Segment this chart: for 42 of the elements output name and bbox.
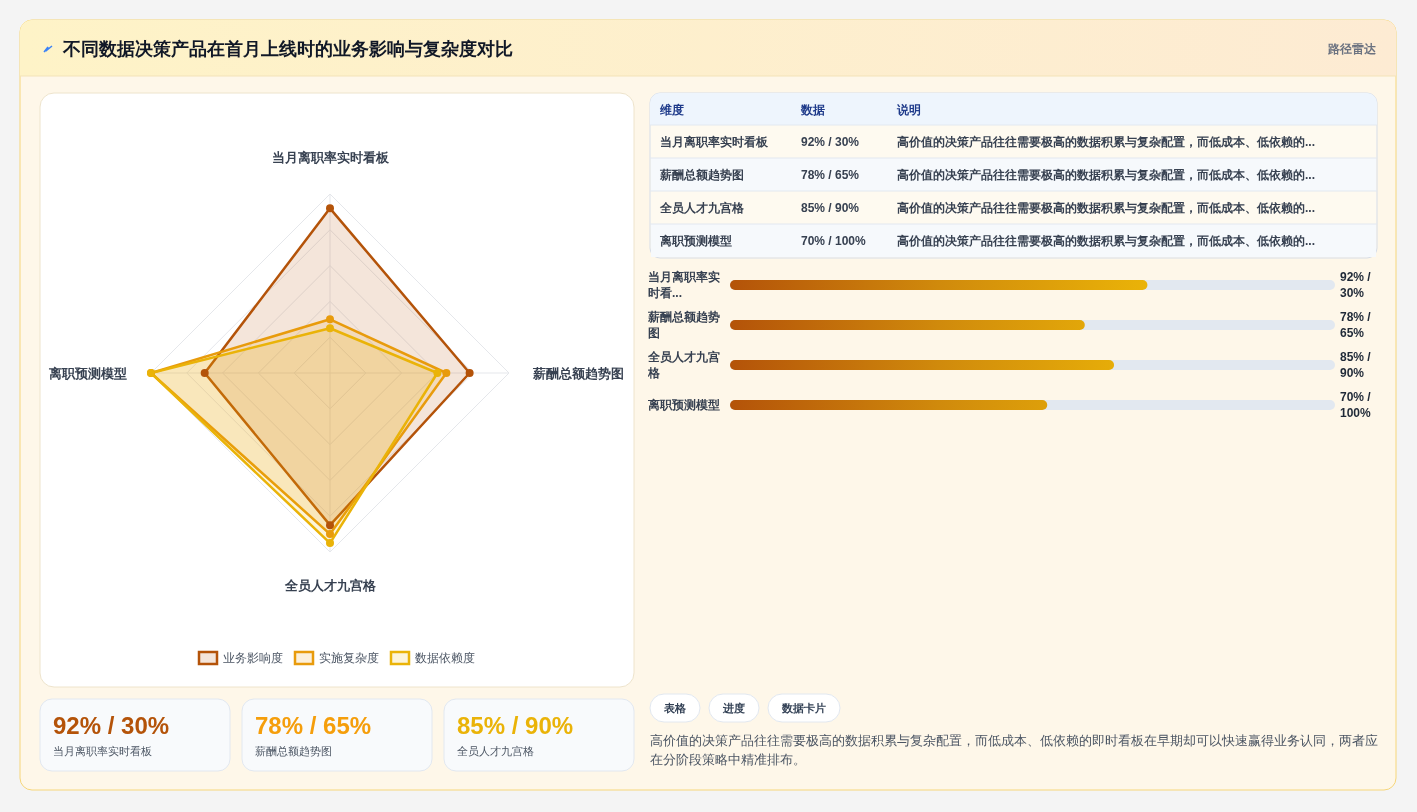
text: 进度 (722, 702, 745, 714)
spoke-label: 全员人才九宫格 (283, 577, 377, 593)
text: 78% / 65% (255, 712, 372, 739)
category-label: 离职预测模型 (659, 234, 732, 248)
text: 维度 (659, 103, 684, 117)
y-tick-label: 薪酬总额趋势图 (648, 309, 721, 342)
text: 不同数据决策产品在首月上线时的业务影响与复杂度对比 (62, 39, 513, 59)
text: 高价值的决策产品往往需要极高的数据积累与复杂配置，而低成本、低依赖的... (897, 234, 1316, 248)
y-tick-label: 全员人才九宫格 (648, 349, 721, 382)
text: 高价值的决策产品往往需要极高的数据积累与复杂配置，而低成本、低依赖的即时看板在早期却可以快速赢得业务认同，两者应在分阶段策略中精准排布。 (650, 733, 1379, 769)
spoke-label: 当月离职率实时看板 (271, 150, 390, 166)
spoke-label: 薪酬总额趋势图 (531, 366, 624, 381)
text: 70% / 100% (1340, 390, 1371, 420)
text: 薪酬总额趋势图 (255, 745, 332, 757)
text: 高价值的决策产品往往需要极高的数据积累与复杂配置，而低成本、低依赖的... (897, 168, 1316, 182)
text: 高价值的决策产品往往需要极高的数据积累与复杂配置，而低成本、低依赖的... (897, 135, 1316, 149)
y-tick-label: 当月离职率实时看... (648, 269, 721, 302)
text: 说明 (896, 103, 921, 117)
text: 70% / 100% (801, 234, 867, 248)
text: 全员人才九宫格 (457, 745, 534, 757)
category-label: 全员人才九宫格 (659, 201, 745, 215)
text: 当月离职率实时看板 (53, 745, 152, 757)
legend-label: 实施复杂度 (319, 651, 379, 665)
text: 78% / 65% (1340, 310, 1371, 340)
y-tick-label: 离职预测模型 (648, 397, 721, 414)
text: 高价值的决策产品往往需要极高的数据积累与复杂配置，而低成本、低依赖的... (897, 201, 1316, 215)
text: 92% / 30% (1340, 270, 1371, 300)
text: 92% / 30% (53, 712, 170, 739)
text: 表格 (663, 702, 687, 714)
text: 85% / 90% (1340, 350, 1371, 380)
legend-label: 数据依赖度 (415, 651, 475, 665)
category-label: 薪酬总额趋势图 (659, 168, 744, 182)
text: 数据 (800, 103, 825, 117)
text: 85% / 90% (457, 712, 574, 739)
category-label: 当月离职率实时看板 (660, 135, 769, 149)
text: 路径雷达 (1327, 42, 1377, 56)
text: 85% / 90% (801, 201, 860, 215)
legend-label: 业务影响度 (223, 651, 283, 665)
text: 92% / 30% (801, 135, 860, 149)
spoke-label: 离职预测模型 (48, 366, 128, 381)
text: 78% / 65% (801, 168, 860, 182)
text: 数据卡片 (781, 702, 826, 714)
